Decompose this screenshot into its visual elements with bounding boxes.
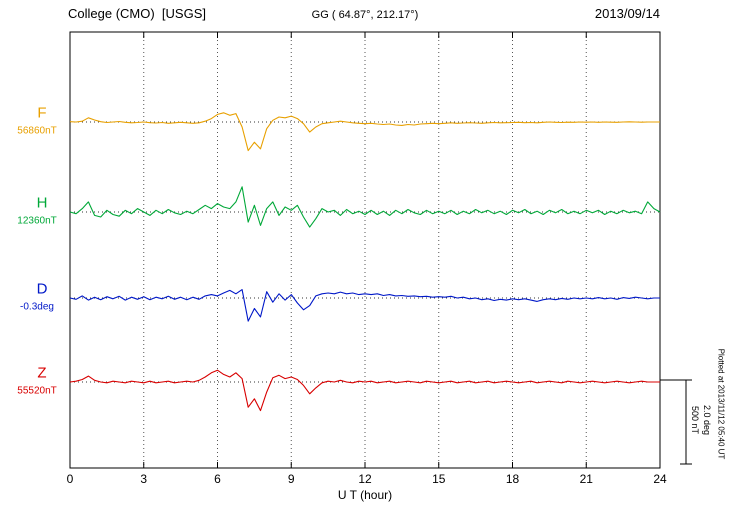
- geographic-coordinates: GG ( 64.87°, 212.17°): [311, 9, 419, 21]
- plotted-timestamp-note: Plotted at 2013/11/12 05:40 UT: [716, 348, 726, 460]
- series-label-D: D: [36, 280, 48, 298]
- plot-date: 2013/09/14: [594, 6, 660, 21]
- x-tick-label: 9: [287, 472, 295, 486]
- plot-frame: [69, 31, 661, 469]
- series-label-F: F: [37, 104, 47, 122]
- series-label-Z: Z: [37, 364, 47, 382]
- x-tick-label: 0: [66, 472, 74, 486]
- trace-D: [69, 289, 660, 322]
- x-tick-label: 18: [505, 472, 520, 486]
- x-tick-label: 21: [579, 472, 593, 486]
- x-axis-title: U T (hour): [337, 488, 393, 502]
- station-title: College (CMO) [USGS]: [68, 6, 206, 21]
- x-tick-label: 6: [214, 472, 221, 486]
- scalebar-deg-label: 2.0 deg: [702, 404, 712, 436]
- trace-Z: [69, 369, 660, 412]
- series-baseline-value-H: 12360nT: [17, 215, 57, 227]
- series-baseline-value-Z: 55520nT: [17, 385, 57, 397]
- x-tick-label: 24: [653, 472, 667, 486]
- series-label-H: H: [36, 194, 48, 212]
- x-tick-label: 3: [140, 472, 148, 486]
- x-tick-label: 12: [358, 472, 372, 486]
- series-baseline-value-D: -0.3deg: [20, 301, 54, 313]
- scalebar-nt-label: 500 nT: [690, 405, 700, 435]
- trace-H: [69, 186, 661, 228]
- series-baseline-value-F: 56860nT: [17, 125, 57, 137]
- trace-F: [69, 112, 660, 152]
- x-tick-label: 15: [432, 472, 446, 486]
